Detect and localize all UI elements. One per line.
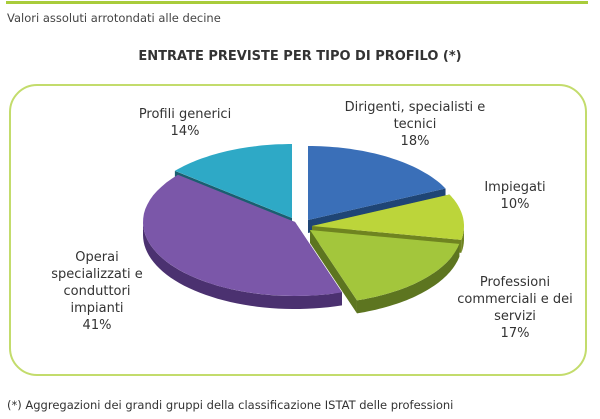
chart-title: ENTRATE PREVISTE PER TIPO DI PROFILO (*) bbox=[138, 49, 462, 64]
pie-slice-0 bbox=[308, 146, 446, 220]
slice-outer-side bbox=[461, 226, 464, 253]
pie-slice-1 bbox=[312, 194, 464, 240]
slice-wall bbox=[310, 230, 357, 314]
label-professioni: Professioni commerciali e dei servizi 17% bbox=[457, 275, 573, 341]
subtitle: Valori assoluti arrotondati alle decine bbox=[7, 11, 221, 25]
footnote: (*) Aggregazioni dei grandi gruppi della… bbox=[7, 398, 454, 412]
chart-frame bbox=[9, 84, 587, 376]
label-impiegati: Impiegati 10% bbox=[484, 180, 546, 212]
label-profili-generici: Profili generici 14% bbox=[138, 107, 232, 139]
pie-slice-2 bbox=[310, 230, 460, 301]
label-dirigenti: Dirigenti, specialisti e tecnici 18% bbox=[344, 100, 486, 149]
top-divider bbox=[6, 1, 588, 4]
pie-slice-3 bbox=[143, 174, 342, 296]
label-operai: Operai specializzati e conduttori impian… bbox=[51, 250, 143, 333]
pie-slice-4 bbox=[174, 144, 292, 218]
slice-outer-side bbox=[143, 222, 342, 309]
slice-outer-side bbox=[357, 243, 460, 314]
